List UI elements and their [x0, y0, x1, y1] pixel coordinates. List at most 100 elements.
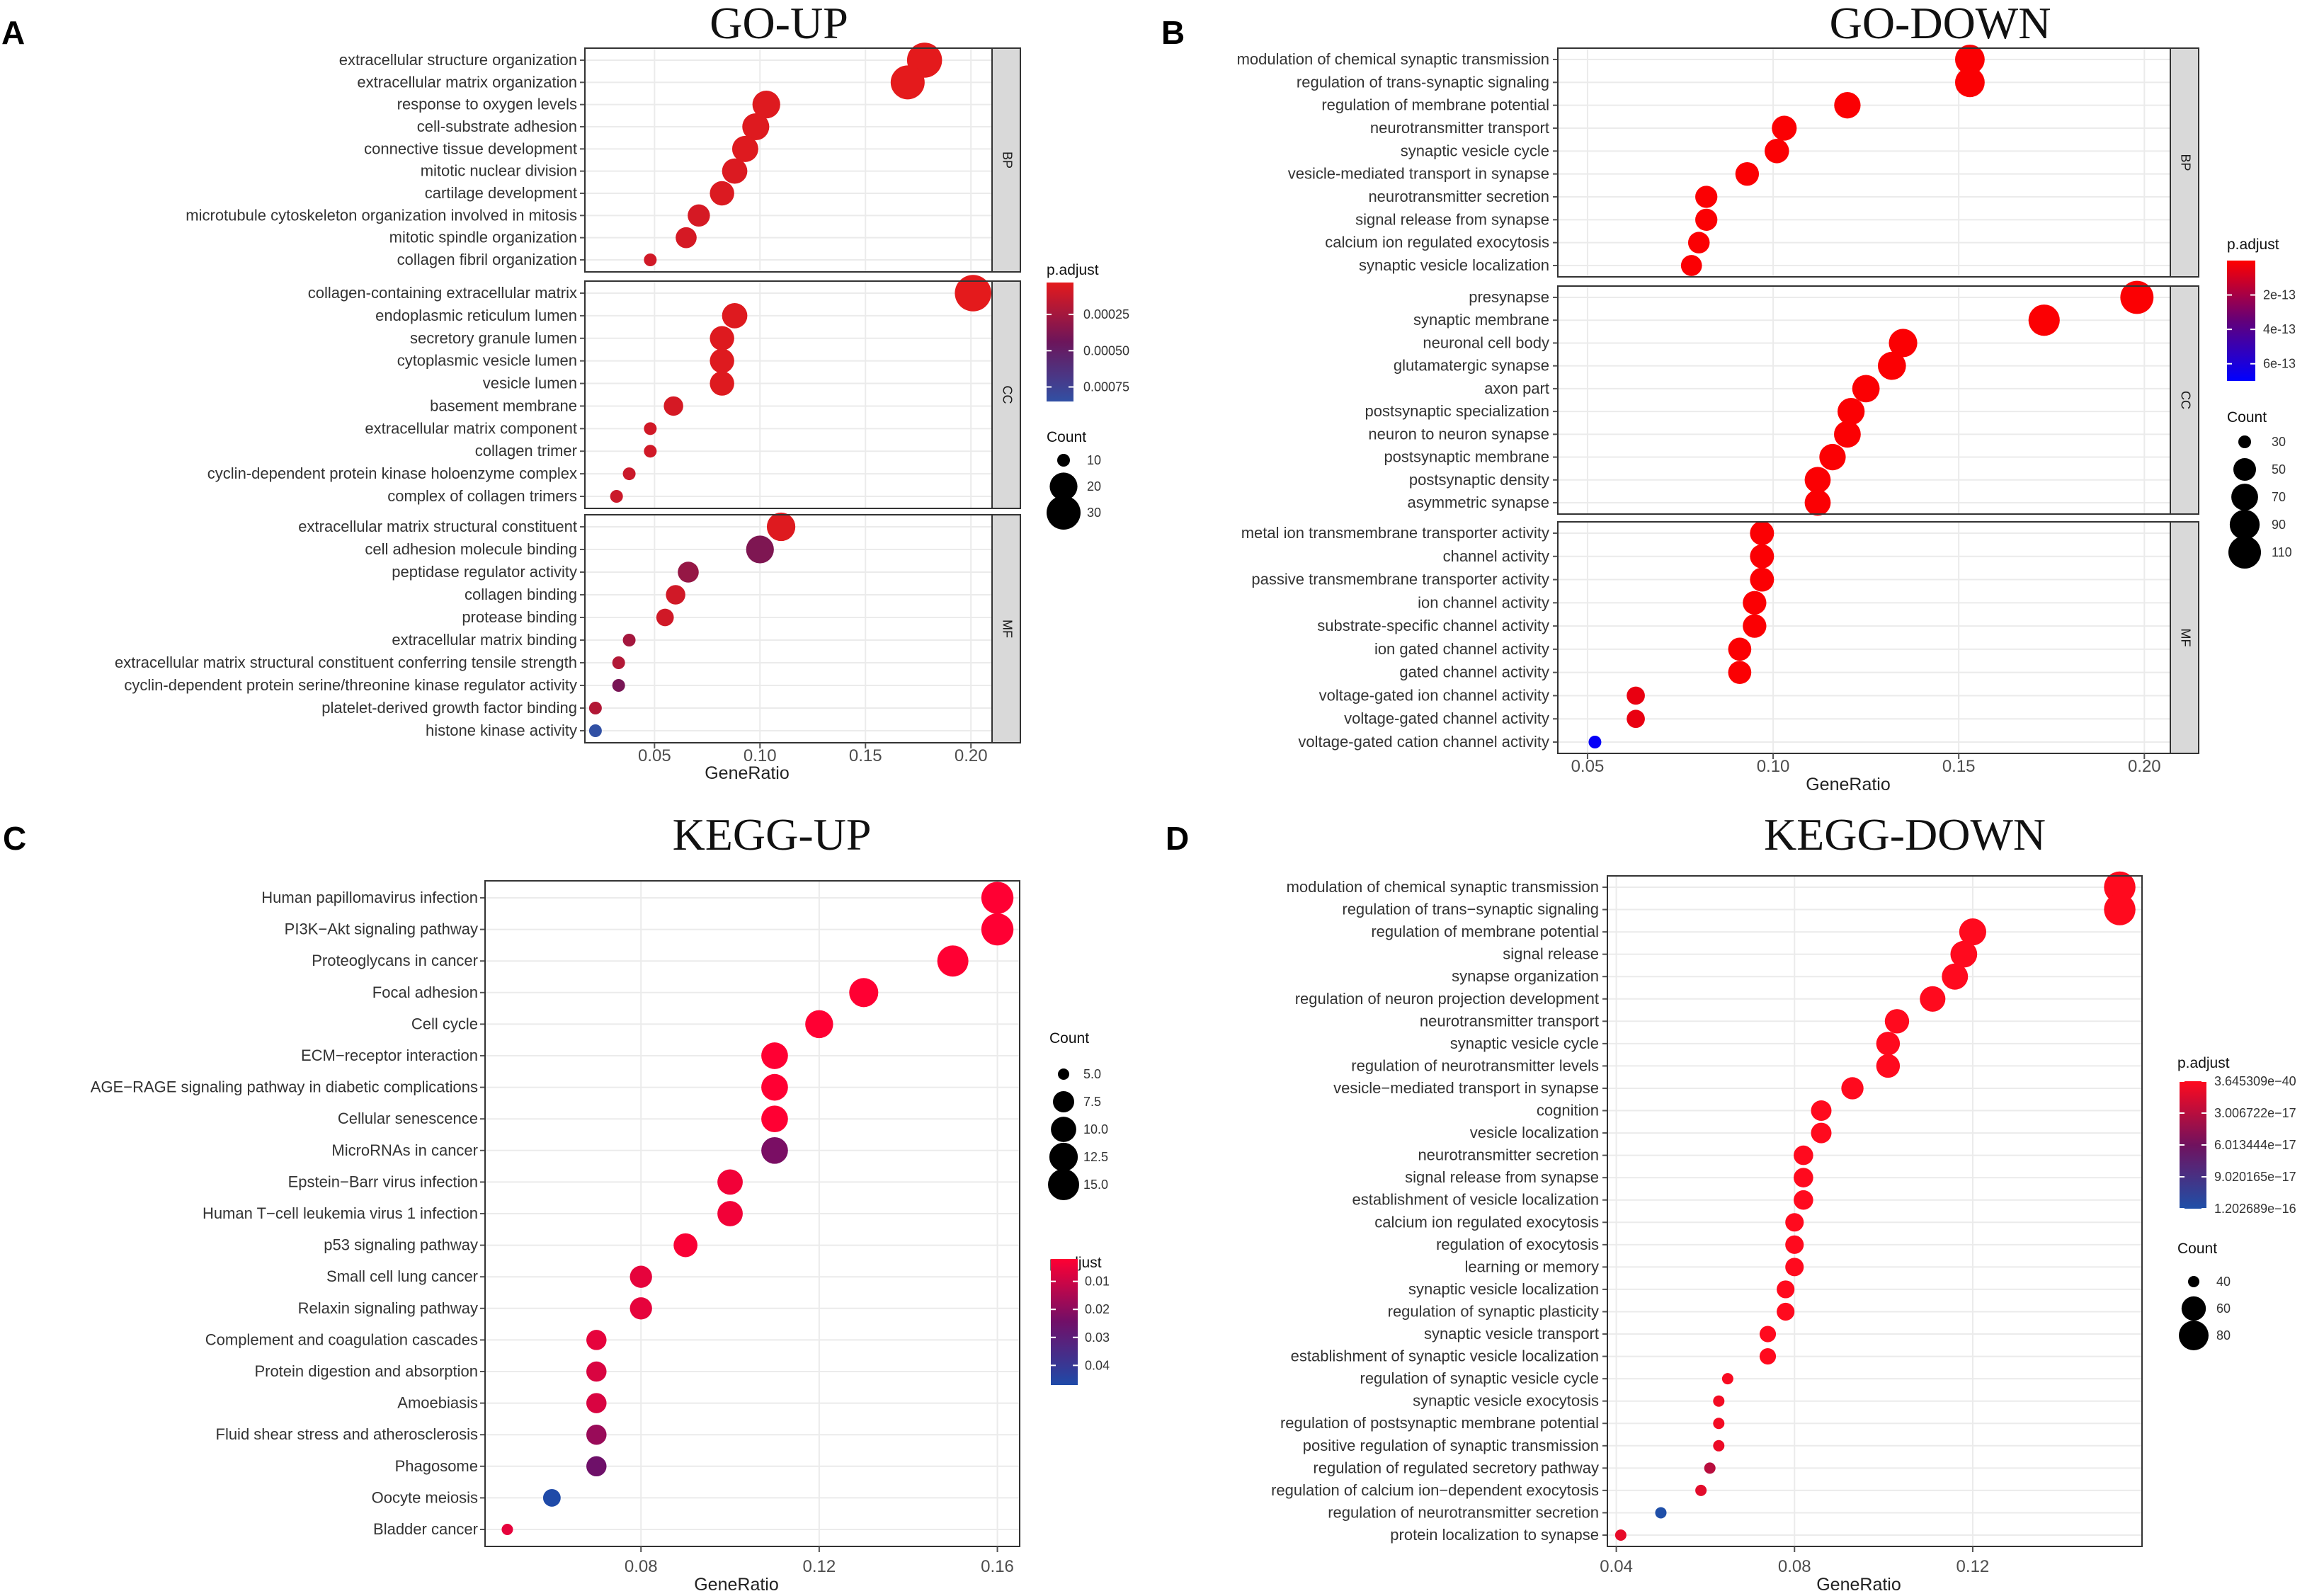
size-legend: 5.0 7.5 10.0 12.5 15.0: [1048, 1067, 1108, 1200]
data-point: [710, 348, 734, 373]
data-point: [1920, 986, 1946, 1012]
term-label: cell-substrate adhesion: [417, 118, 577, 135]
size-legend-label: 30: [1087, 506, 1101, 520]
data-point: [610, 490, 623, 503]
term-label: MicroRNAs in cancer: [331, 1141, 478, 1159]
data-point: [981, 882, 1014, 914]
size-legend-dot: [1051, 1117, 1076, 1142]
term-label: Phagosome: [395, 1457, 478, 1475]
size-legend-dot: [1057, 454, 1070, 467]
data-point: [663, 396, 683, 416]
data-point: [622, 634, 636, 646]
term-label: cartilage development: [425, 184, 577, 202]
data-point: [644, 445, 657, 458]
term-label: positive regulation of synaptic transmis…: [1303, 1437, 1599, 1454]
size-legend-dot: [2188, 1276, 2199, 1287]
data-point: [752, 91, 780, 119]
x-axis-label: GeneRatio: [705, 763, 790, 783]
size-legend-label: 15.0: [1083, 1178, 1108, 1192]
term-label: signal release from synapse: [1405, 1168, 1599, 1186]
term-label: calcium ion regulated exocytosis: [1325, 234, 1549, 251]
panel-background: [1558, 522, 2170, 753]
x-tick-label: 0.12: [803, 1557, 836, 1576]
size-legend-label: 20: [1087, 479, 1101, 494]
data-point: [1852, 375, 1880, 403]
term-label: Bladder cancer: [373, 1520, 478, 1538]
term-label: Focal adhesion: [372, 984, 478, 1001]
data-point: [1811, 1100, 1832, 1122]
size-legend-title: Count: [1049, 1030, 1089, 1047]
term-label: voltage-gated cation channel activity: [1298, 733, 1549, 751]
color-bar: [1047, 283, 1073, 401]
data-point: [688, 204, 710, 227]
panel-title: GO-UP: [710, 0, 848, 48]
term-label: establishment of vesicle localization: [1352, 1191, 1599, 1209]
term-label: neurotransmitter secretion: [1368, 188, 1549, 205]
color-legend-title: p.adjust: [2177, 1055, 2230, 1071]
size-legend-dot: [2238, 435, 2251, 448]
x-tick-label: 0.20: [2128, 757, 2161, 776]
data-point: [1959, 918, 1986, 946]
panel-background: [1607, 876, 2142, 1546]
color-legend-title: p.adjust: [1047, 262, 1099, 278]
data-point: [849, 978, 879, 1008]
data-point: [1750, 544, 1775, 569]
term-label: vesicle−mediated transport in synapse: [1333, 1079, 1599, 1097]
term-label: regulation of neurotransmitter levels: [1351, 1056, 1599, 1074]
x-tick-label: 0.05: [1571, 757, 1605, 776]
data-point: [1588, 736, 1602, 748]
facet-strip: [2170, 47, 2199, 278]
data-point: [656, 608, 674, 627]
data-point: [586, 1361, 607, 1382]
color-legend-label: 4e-13: [2263, 322, 2296, 336]
size-legend-label: 10: [1087, 453, 1101, 467]
x-tick-label: 0.15: [849, 746, 882, 765]
term-label: peptidase regulator activity: [392, 563, 577, 581]
term-label: Protein digestion and absorption: [254, 1362, 478, 1380]
color-bar: [1051, 1259, 1078, 1385]
size-legend-dot: [2179, 1321, 2209, 1350]
term-label: ECM−receptor interaction: [301, 1047, 478, 1064]
data-point: [731, 135, 758, 162]
size-legend-label: 110: [2272, 545, 2292, 559]
data-point: [1735, 161, 1760, 186]
term-label: channel activity: [1443, 547, 1549, 565]
data-point: [981, 913, 1014, 946]
x-axis-label: GeneRatio: [694, 1575, 779, 1592]
data-point: [937, 945, 969, 977]
term-label: AGE−RAGE signaling pathway in diabetic c…: [91, 1078, 478, 1096]
data-point: [1884, 1009, 1910, 1034]
data-point: [761, 1136, 788, 1164]
term-label: calcium ion regulated exocytosis: [1374, 1213, 1599, 1231]
data-point: [1627, 686, 1645, 705]
data-point: [630, 1297, 652, 1320]
data-point: [678, 562, 699, 583]
term-label: synaptic vesicle localization: [1408, 1280, 1599, 1298]
panel-title: GO-DOWN: [1830, 0, 2051, 48]
x-tick-label: 0.08: [1778, 1557, 1811, 1576]
size-legend: 40 60 80: [2179, 1275, 2231, 1350]
color-legend-label: 0.00075: [1083, 380, 1129, 394]
data-point: [1713, 1440, 1725, 1452]
term-label: signal release from synapse: [1355, 210, 1549, 228]
term-label: regulation of calcium ion−dependent exoc…: [1271, 1481, 1599, 1499]
plot-area: modulation of chemical synaptic transmis…: [1237, 45, 2199, 776]
plot-area: extracellular structure organization extr…: [115, 42, 1021, 765]
data-point: [630, 1265, 652, 1288]
data-point: [1765, 139, 1789, 164]
plot-area: modulation of chemical synaptic transmis…: [1271, 871, 2143, 1576]
data-point: [1759, 1326, 1777, 1343]
size-legend-title: Count: [2177, 1241, 2217, 1257]
color-legend-label: 3.645309e−40: [2214, 1074, 2296, 1088]
x-tick-label: 0.05: [638, 746, 671, 765]
data-point: [805, 1010, 833, 1039]
data-point: [1834, 92, 1861, 119]
term-label: extracellular matrix structural constitu…: [115, 654, 577, 671]
data-point: [644, 253, 657, 266]
data-point: [666, 585, 685, 605]
term-label: synaptic vesicle cycle: [1450, 1034, 1599, 1052]
data-point: [1721, 1373, 1733, 1385]
size-legend-dot: [2231, 484, 2258, 511]
facet-strip: [2170, 521, 2199, 754]
